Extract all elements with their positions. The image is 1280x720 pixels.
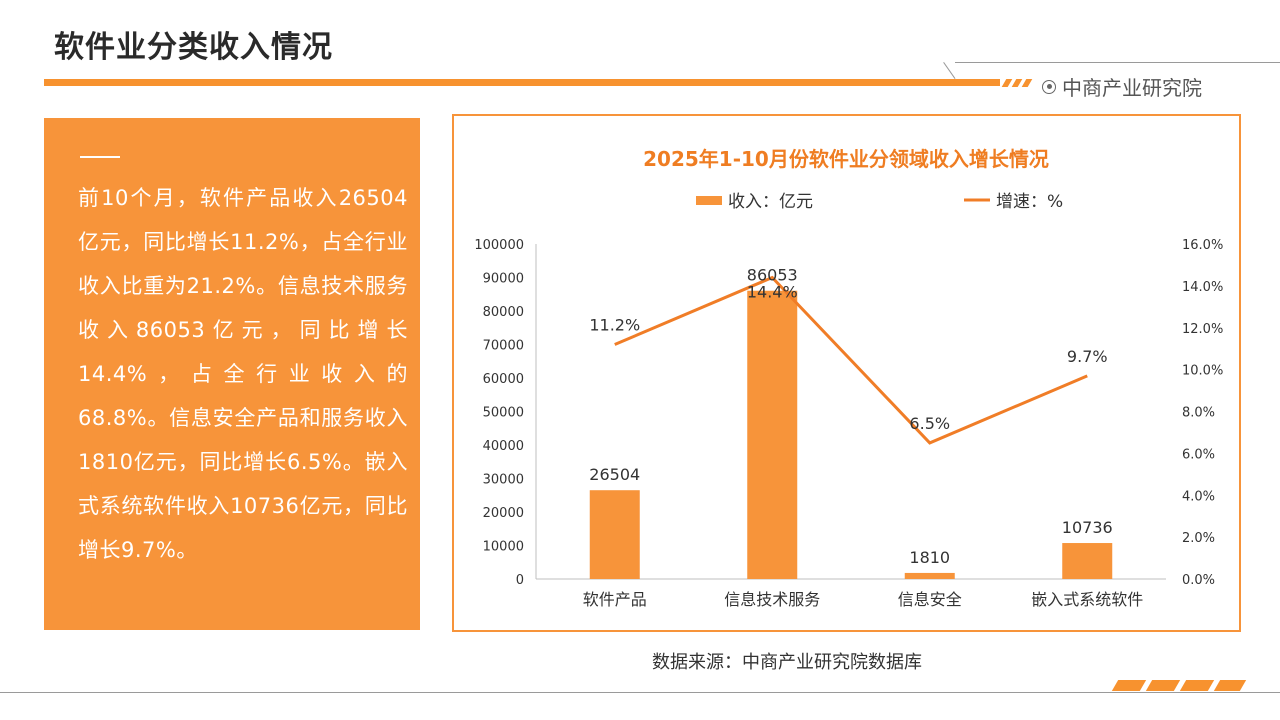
y-right-tick-label: 6.0% [1182,447,1215,462]
panel-dash [80,156,120,158]
bar-data-label: 26504 [589,465,640,484]
page-title: 软件业分类收入情况 [54,30,333,65]
y-left-tick-label: 80000 [483,305,524,320]
chart-container: 2025年1-10月份软件业分领域收入增长情况收入：亿元 增速：% 0 10000 20… [452,114,1241,632]
y-left-tick-label: 20000 [483,506,524,521]
legend-line-label: 增速：% [996,192,1063,212]
summary-panel: 前10个月，软件产品收入26504亿元，同比增长11.2%，占全行业收入比重为2… [44,118,420,630]
y-right-tick-label: 4.0% [1182,489,1215,504]
bar [747,290,798,579]
y-right-tick-label: 0.0% [1182,573,1215,588]
chart-title: 2025年1-10月份软件业分领域收入增长情况 [643,147,1049,171]
bar-data-label: 86053 [747,266,798,285]
y-right-tick-label: 10.0% [1182,364,1223,379]
summary-text: 前10个月，软件产品收入26504亿元，同比增长11.2%，占全行业收入比重为2… [78,186,408,562]
y-right-tick-label: 2.0% [1182,531,1215,546]
y-left-tick-label: 0 [516,573,524,588]
decorative-stripes [1001,79,1033,87]
brand-label: 中商产业研究院 [1042,72,1202,101]
x-tick-label: 信息技术服务 [724,590,820,609]
title-underline [44,79,1000,86]
y-left-tick-label: 60000 [483,372,524,387]
x-tick-label: 软件产品 [583,590,647,609]
legend-bar-label: 收入：亿元 [728,192,813,212]
line-data-label: 9.7% [1067,347,1108,366]
bar-data-label: 10736 [1062,518,1113,537]
header-rule [955,62,1280,63]
bar-data-label: 1810 [909,548,950,567]
y-left-tick-label: 100000 [474,238,524,253]
x-tick-label: 嵌入式系统软件 [1031,590,1143,609]
y-right-tick-label: 16.0% [1182,238,1223,253]
y-right-tick-label: 12.0% [1182,322,1223,337]
y-left-tick-label: 50000 [483,406,524,421]
y-right-tick-label: 8.0% [1182,406,1215,421]
y-left-tick-label: 70000 [483,339,524,354]
bar [1062,543,1113,579]
y-left-tick-label: 10000 [483,540,524,555]
growth-line [614,275,1088,445]
line-data-label: 14.4% [747,283,798,302]
bar [904,572,955,579]
footer-stripes [1111,680,1247,691]
header-rule-slant [943,62,956,79]
x-tick-label: 信息安全 [898,590,962,609]
legend-bar-swatch [696,196,722,205]
line-data-label: 11.2% [589,316,640,335]
y-left-tick-label: 40000 [483,439,524,454]
footer-rule [0,692,1280,693]
bar [589,490,640,579]
data-source: 数据来源：中商产业研究院数据库 [652,652,922,673]
line-data-label: 6.5% [909,414,950,433]
y-left-tick-label: 30000 [483,473,524,488]
y-left-tick-label: 90000 [483,272,524,287]
target-icon [1042,79,1056,94]
brand-name: 中商产业研究院 [1062,76,1202,100]
y-right-tick-label: 14.0% [1182,280,1223,295]
